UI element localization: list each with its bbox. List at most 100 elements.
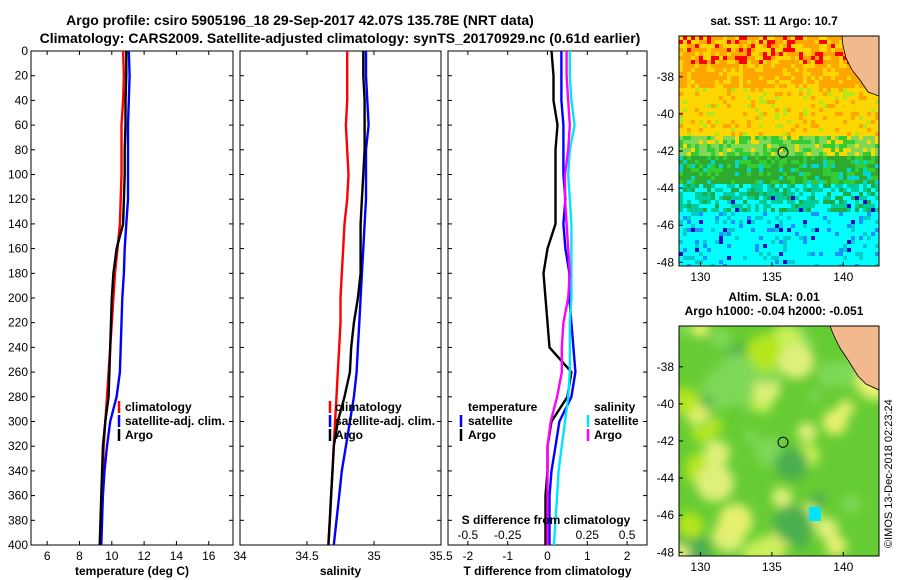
sst-cell — [811, 164, 815, 168]
sst-cell — [827, 180, 831, 184]
sst-cell — [763, 192, 767, 196]
sst-cell — [719, 68, 723, 72]
sst-cell — [755, 112, 759, 116]
sst-cell — [739, 236, 743, 240]
sst-cell — [691, 156, 695, 160]
sst-cell — [811, 148, 815, 152]
sst-cell — [763, 244, 767, 248]
sla-map-title-line1: Altim. SLA: 0.01 — [728, 290, 820, 304]
sst-cell — [783, 92, 787, 96]
sst-cell — [863, 192, 867, 196]
sst-cell — [779, 76, 783, 80]
sst-cell — [807, 116, 811, 120]
sst-cell — [687, 240, 691, 244]
sst-cell — [759, 156, 763, 160]
sst-cell — [723, 192, 727, 196]
sst-cell — [831, 256, 835, 260]
sst-cell — [747, 40, 751, 44]
sst-cell — [755, 228, 759, 232]
sst-cell — [691, 204, 695, 208]
sst-cell — [687, 260, 691, 264]
sst-cell — [843, 224, 847, 228]
sst-cell — [779, 244, 783, 248]
sst-cell — [811, 236, 815, 240]
sst-cell — [839, 252, 843, 256]
sst-cell — [771, 228, 775, 232]
sst-cell — [803, 144, 807, 148]
sst-cell — [699, 248, 703, 252]
sst-cell — [711, 116, 715, 120]
sst-cell — [703, 228, 707, 232]
sst-cell — [851, 88, 855, 92]
sst-cell — [827, 204, 831, 208]
sst-cell — [807, 248, 811, 252]
sst-ytick-label: -46 — [657, 218, 675, 232]
sst-cell — [851, 84, 855, 88]
sst-cell — [851, 220, 855, 224]
sst-cell — [851, 80, 855, 84]
sst-cell — [731, 104, 735, 108]
figure-title-line2: Climatology: CARS2009. Satellite-adjuste… — [40, 30, 641, 46]
sla-blob — [717, 353, 757, 393]
sst-cell — [807, 208, 811, 212]
sst-cell — [747, 172, 751, 176]
sst-cell — [787, 112, 791, 116]
sst-cell — [791, 128, 795, 132]
sst-cell — [679, 220, 683, 224]
sst-cell — [715, 216, 719, 220]
sst-cell — [807, 68, 811, 72]
sst-cell — [803, 160, 807, 164]
sst-cell — [839, 168, 843, 172]
sst-cell — [755, 120, 759, 124]
sst-cell — [679, 212, 683, 216]
sst-cell — [787, 248, 791, 252]
sst-cell — [771, 116, 775, 120]
sst-cell — [679, 140, 683, 144]
sst-cell — [691, 192, 695, 196]
sst-cell — [875, 96, 879, 100]
sst-cell — [759, 48, 763, 52]
sst-cell — [743, 216, 747, 220]
sst-cell — [695, 64, 699, 68]
sst-cell — [803, 228, 807, 232]
sst-cell — [783, 104, 787, 108]
sst-cell — [719, 132, 723, 136]
sst-cell — [839, 116, 843, 120]
sst-cell — [731, 232, 735, 236]
sst-cell — [715, 248, 719, 252]
sst-cell — [775, 236, 779, 240]
sst-cell — [691, 212, 695, 216]
sst-cell — [703, 172, 707, 176]
sst-cell — [843, 184, 847, 188]
sst-cell — [767, 56, 771, 60]
sst-cell — [799, 116, 803, 120]
sst-cell — [867, 264, 871, 266]
sst-cell — [763, 52, 767, 56]
sst-cell — [767, 60, 771, 64]
sst-cell — [795, 180, 799, 184]
sst-cell — [783, 232, 787, 236]
sst-cell — [791, 256, 795, 260]
sst-cell — [679, 108, 683, 112]
sst-cell — [807, 164, 811, 168]
sst-cell — [843, 256, 847, 260]
sst-cell — [691, 244, 695, 248]
sst-cell — [747, 60, 751, 64]
temp-plot-frame — [30, 50, 234, 546]
sst-cell — [831, 48, 835, 52]
sst-cell — [847, 188, 851, 192]
sst-cell — [731, 36, 735, 40]
sst-cell — [843, 188, 847, 192]
sst-cell — [683, 96, 687, 100]
sst-cell — [759, 200, 763, 204]
sst-cell — [691, 72, 695, 76]
sst-cell — [779, 116, 783, 120]
sst-cell — [735, 104, 739, 108]
sst-cell — [779, 260, 783, 264]
sst-cell — [847, 236, 851, 240]
sst-cell — [707, 128, 711, 132]
sst-cell — [715, 212, 719, 216]
sst-cell — [711, 104, 715, 108]
sla-blob — [825, 535, 847, 556]
sst-cell — [715, 108, 719, 112]
